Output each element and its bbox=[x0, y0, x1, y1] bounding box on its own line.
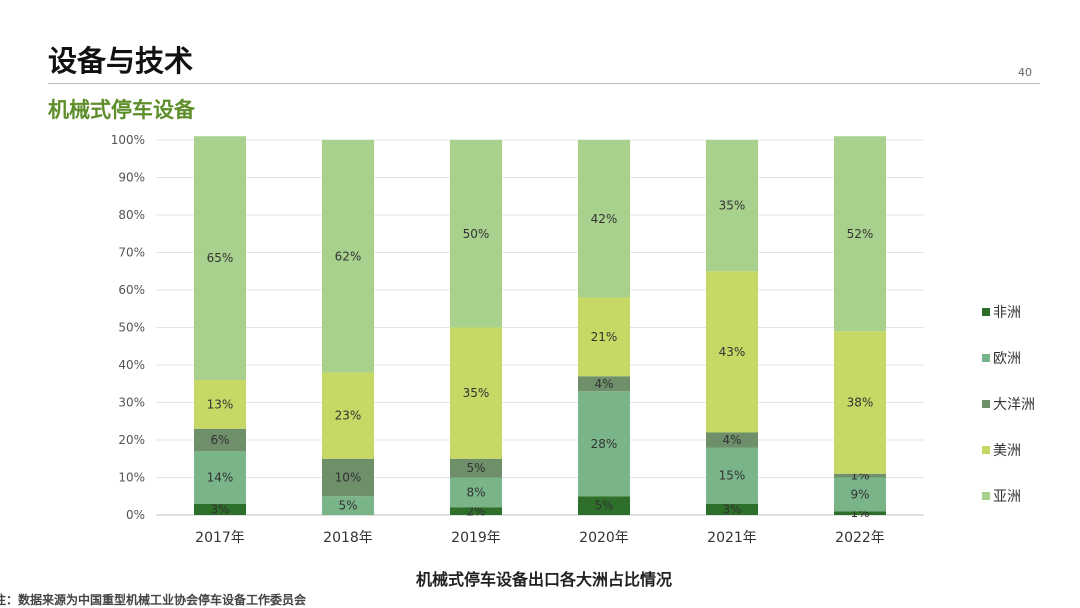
legend-swatch-europe bbox=[982, 353, 990, 362]
section-title: 机械式停车设备 bbox=[48, 98, 195, 122]
bar-segment bbox=[194, 380, 246, 429]
bar-segment bbox=[706, 140, 758, 272]
y-tick-label: 70% bbox=[118, 246, 145, 260]
data-label: 62% bbox=[335, 249, 362, 263]
bar-segment bbox=[578, 140, 630, 298]
data-label: 5% bbox=[338, 499, 357, 513]
data-label: 5% bbox=[466, 461, 485, 475]
data-label: 52% bbox=[847, 227, 874, 241]
data-label: 35% bbox=[719, 199, 746, 213]
legend-item-americas: 美洲 bbox=[982, 438, 1035, 461]
data-label: 35% bbox=[463, 386, 490, 400]
data-label: 21% bbox=[591, 330, 618, 344]
legend-swatch-oceania bbox=[982, 399, 990, 408]
legend-label-europe: 欧洲 bbox=[993, 350, 1021, 367]
header-divider bbox=[48, 83, 1040, 84]
data-label: 28% bbox=[591, 437, 618, 451]
bar-segment bbox=[706, 271, 758, 433]
bar-segment bbox=[834, 136, 886, 332]
bar-segment bbox=[578, 496, 630, 515]
data-label: 42% bbox=[591, 212, 618, 226]
y-tick-label: 90% bbox=[118, 171, 145, 185]
bar-segment bbox=[194, 136, 246, 380]
y-tick-label: 50% bbox=[118, 321, 145, 335]
bar-segment bbox=[578, 391, 630, 497]
legend-swatch-americas bbox=[982, 445, 990, 454]
data-label: 15% bbox=[719, 469, 746, 483]
bar-segment bbox=[194, 428, 246, 452]
bar-segment bbox=[450, 327, 502, 459]
y-tick-label: 10% bbox=[118, 471, 145, 485]
y-tick-label: 0% bbox=[126, 508, 145, 522]
bar-segment bbox=[706, 503, 758, 515]
x-tick-label: 2019年 bbox=[451, 530, 501, 546]
bar-segment bbox=[578, 297, 630, 377]
x-tick-label: 2021年 bbox=[707, 530, 757, 546]
legend-swatch-africa bbox=[982, 307, 990, 316]
x-tick-label: 2017年 bbox=[195, 530, 245, 546]
data-label: 43% bbox=[719, 345, 746, 359]
y-tick-label: 40% bbox=[118, 358, 145, 372]
data-label: 38% bbox=[847, 396, 874, 410]
bar-segment bbox=[450, 477, 502, 508]
legend-swatch-asia bbox=[982, 491, 990, 500]
data-label: 13% bbox=[207, 397, 234, 411]
data-label: 23% bbox=[335, 409, 362, 423]
data-label: 3% bbox=[210, 502, 229, 516]
y-tick-label: 80% bbox=[118, 208, 145, 222]
data-label: 65% bbox=[207, 251, 234, 265]
bar-segment bbox=[322, 458, 374, 497]
data-label: 8% bbox=[466, 486, 485, 500]
data-label: 2% bbox=[466, 504, 485, 518]
legend-item-oceania: 大洋洲 bbox=[982, 392, 1035, 415]
bar-segment bbox=[322, 372, 374, 459]
bar-segment bbox=[834, 477, 886, 512]
bar-segment bbox=[834, 473, 886, 478]
bar-segment bbox=[578, 376, 630, 392]
data-label: 50% bbox=[463, 227, 490, 241]
bar-segment bbox=[322, 140, 374, 373]
y-tick-label: 20% bbox=[118, 433, 145, 447]
bar-segment bbox=[834, 331, 886, 474]
data-label: 9% bbox=[850, 487, 869, 501]
footnote: 注：数据来源为中国重型机械工业协会停车设备工作委员会 bbox=[0, 593, 307, 607]
data-label: 14% bbox=[207, 471, 234, 485]
x-tick-label: 2020年 bbox=[579, 530, 629, 546]
legend-item-africa: 非洲 bbox=[982, 300, 1035, 323]
legend-item-asia: 亚洲 bbox=[982, 484, 1035, 507]
data-label: 6% bbox=[210, 433, 229, 447]
x-tick-label: 2022年 bbox=[835, 530, 885, 546]
bar-segment bbox=[450, 140, 502, 328]
y-tick-label: 60% bbox=[118, 283, 145, 297]
data-label: 4% bbox=[722, 433, 741, 447]
chart-title: 机械式停车设备出口各大洲占比情况 bbox=[416, 570, 673, 589]
bar-segment bbox=[834, 511, 886, 515]
chart-legend: 非洲 欧洲 大洋洲 美洲 亚洲 bbox=[982, 300, 1035, 530]
page-title: 设备与技术 bbox=[48, 44, 194, 78]
y-tick-label: 30% bbox=[118, 396, 145, 410]
bar-segment bbox=[706, 447, 758, 504]
bar-segment bbox=[194, 503, 246, 515]
data-label: 10% bbox=[335, 471, 362, 485]
legend-label-oceania: 大洋洲 bbox=[993, 396, 1035, 413]
bar-segment bbox=[450, 458, 502, 478]
x-tick-label: 2018年 bbox=[323, 530, 373, 546]
data-label: 3% bbox=[722, 502, 741, 516]
bar-segment bbox=[322, 496, 374, 515]
page-number: 40 bbox=[1018, 66, 1032, 79]
y-tick-label: 100% bbox=[111, 133, 145, 147]
legend-label-africa: 非洲 bbox=[993, 304, 1021, 321]
legend-label-asia: 亚洲 bbox=[993, 488, 1021, 505]
bar-segment bbox=[194, 451, 246, 504]
data-label: 4% bbox=[594, 377, 613, 391]
legend-item-europe: 欧洲 bbox=[982, 346, 1035, 369]
data-label: 5% bbox=[594, 499, 613, 513]
legend-label-americas: 美洲 bbox=[993, 442, 1021, 459]
bar-segment bbox=[706, 432, 758, 448]
bar-segment bbox=[450, 507, 502, 515]
